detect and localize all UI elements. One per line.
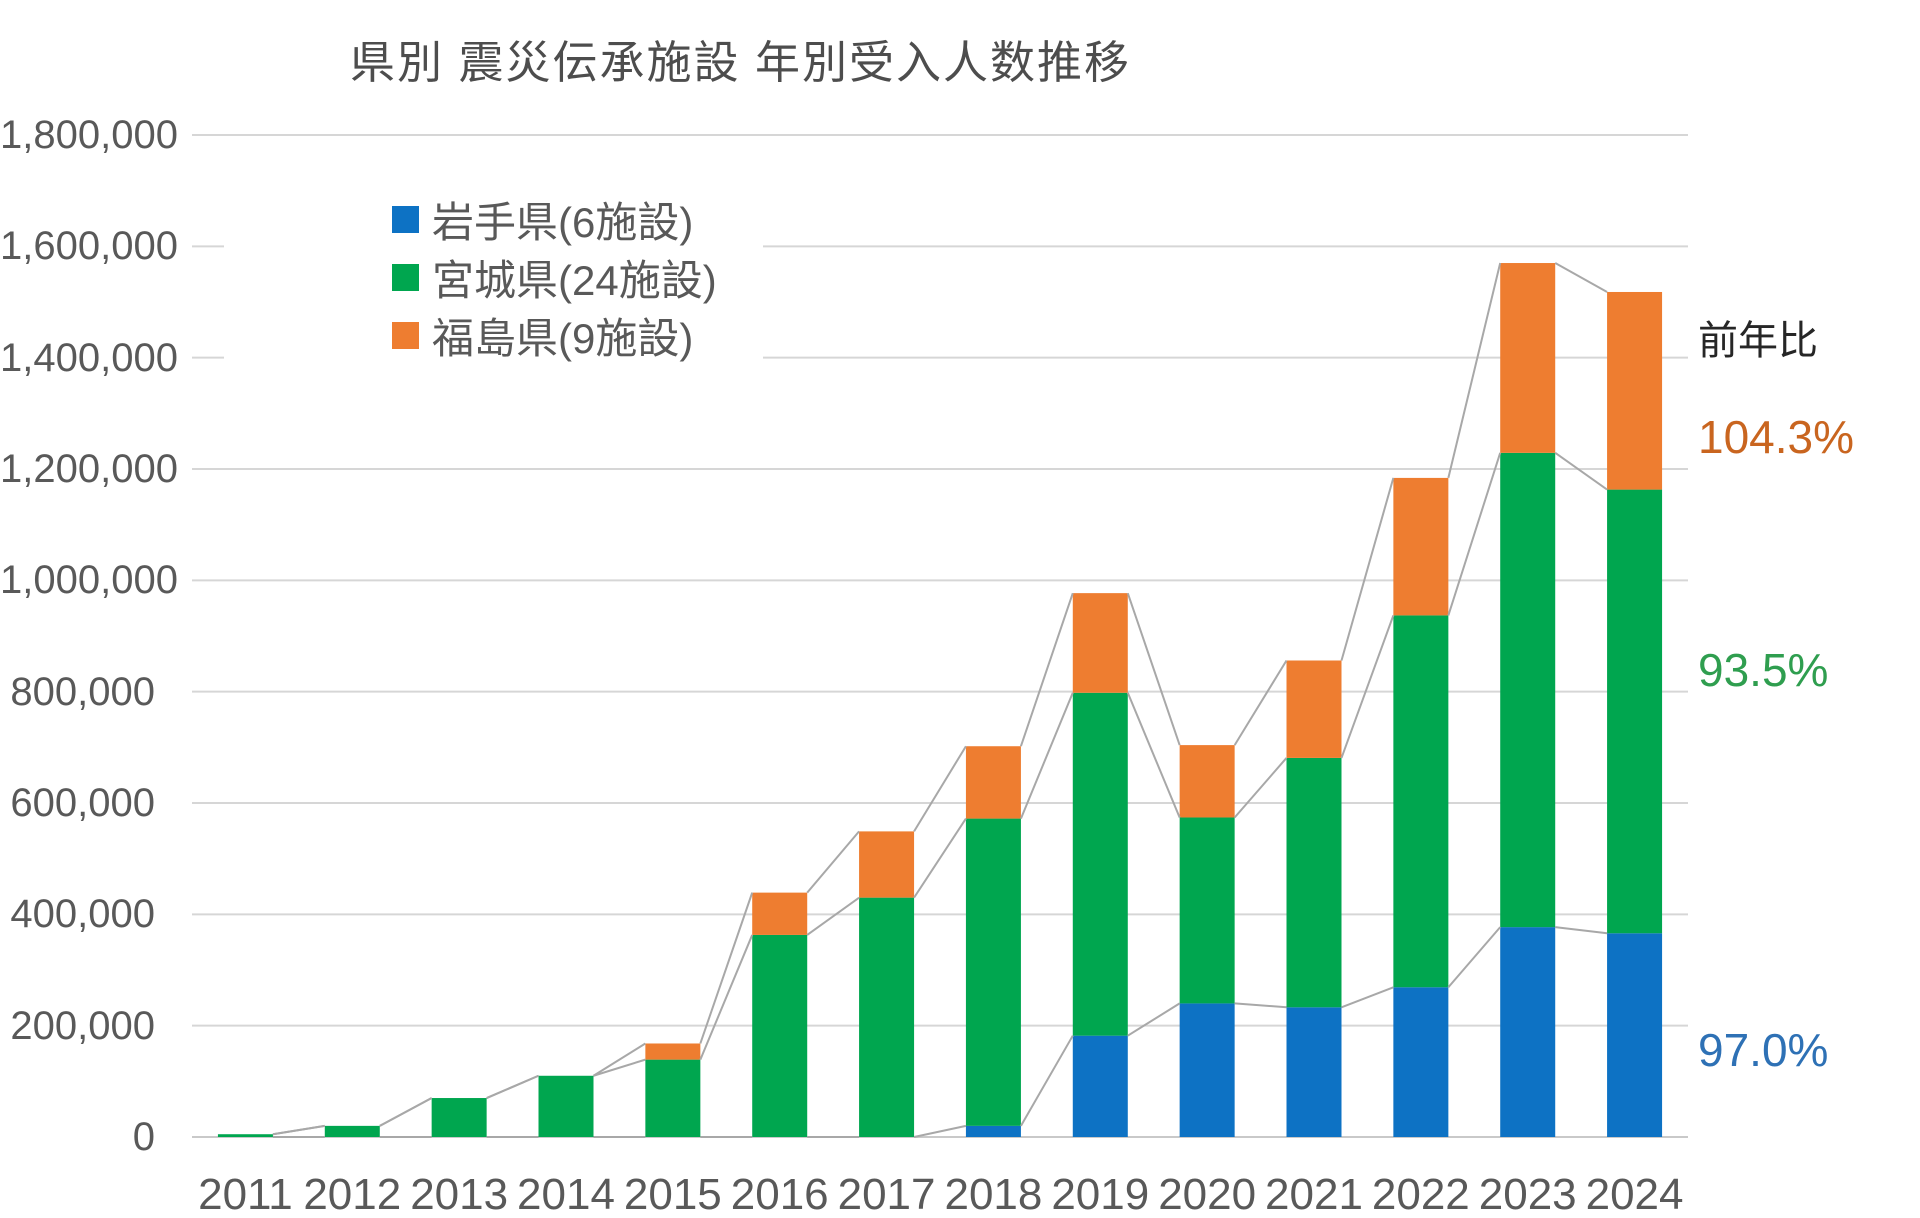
- x-axis-tick-label: 2023: [1478, 1170, 1577, 1218]
- bar-segment-福島県(9施設)-2021: [1286, 660, 1342, 758]
- y-axis-tick-label: 1,000,000: [0, 558, 178, 603]
- bar-segment-宮城県(24施設)-2016: [752, 934, 808, 1137]
- y-axis-tick-label: 1,200,000: [0, 447, 178, 491]
- bar-segment-宮城県(24施設)-2022: [1393, 615, 1449, 988]
- yoy-value-fukushima: 104.3%: [1698, 411, 1855, 463]
- x-axis-tick-label: 2022: [1371, 1170, 1470, 1218]
- y-axis-tick-label: 200,000: [10, 1003, 155, 1048]
- y-axis-tick-label: 1,800,000: [0, 113, 178, 157]
- bar-segment-宮城県(24施設)-2013: [431, 1098, 487, 1137]
- x-axis-tick-label: 2012: [303, 1170, 402, 1218]
- legend: 岩手県(6施設) 宮城県(24施設) 福島県(9施設): [224, 184, 763, 370]
- bar-segment-福島県(9施設)-2024: [1607, 291, 1663, 490]
- bar-segment-岩手県(6施設)-2023: [1500, 927, 1556, 1137]
- bar-segment-福島県(9施設)-2022: [1393, 477, 1449, 616]
- x-axis-tick-label: 2014: [517, 1170, 615, 1218]
- legend-label-fukushima: 福島県(9施設): [432, 314, 694, 362]
- yoy-heading: 前年比: [1698, 319, 1818, 363]
- x-axis-tick-label: 2024: [1585, 1170, 1684, 1218]
- bar-segment-岩手県(6施設)-2021: [1286, 1007, 1342, 1137]
- bar-segment-福島県(9施設)-2016: [752, 892, 808, 935]
- series-line-岩手県(6施設): [272, 926, 1608, 1138]
- y-axis-tick-label: 1,400,000: [0, 335, 178, 380]
- legend-swatch-iwate-icon: [392, 205, 419, 233]
- bar-segment-宮城県(24施設)-2015: [645, 1059, 701, 1137]
- bar-segment-宮城県(24施設)-2023: [1500, 452, 1556, 928]
- legend-label-iwate: 岩手県(6施設): [432, 198, 694, 246]
- bar-segment-岩手県(6施設)-2022: [1393, 987, 1449, 1137]
- bar-segment-宮城県(24施設)-2024: [1607, 489, 1663, 934]
- legend-item-iwate: 岩手県(6施設): [392, 190, 717, 248]
- bar-segment-福島県(9施設)-2018: [965, 746, 1021, 819]
- x-axis-tick-label: 2013: [410, 1170, 509, 1218]
- x-axis-tick-label: 2015: [623, 1170, 722, 1218]
- x-axis-tick-label: 2017: [837, 1170, 936, 1218]
- bar-segment-岩手県(6施設)-2024: [1607, 933, 1663, 1137]
- x-axis-tick-label: 2016: [730, 1170, 829, 1218]
- yoy-value-miyagi: 93.5%: [1698, 644, 1829, 696]
- bar-segment-岩手県(6施設)-2019: [1072, 1035, 1128, 1137]
- legend-item-miyagi: 宮城県(24施設): [392, 248, 717, 306]
- x-axis-tick-label: 2019: [1051, 1170, 1150, 1218]
- legend-label-miyagi: 宮城県(24施設): [432, 256, 717, 304]
- y-axis-tick-label: 400,000: [10, 892, 155, 937]
- x-axis-tick-label: 2011: [198, 1170, 293, 1218]
- bar-segment-岩手県(6施設)-2020: [1179, 1003, 1235, 1137]
- chart-title: 県別 震災伝承施設 年別受入人数推移: [350, 37, 1132, 88]
- y-axis-tick-label: 0: [132, 1115, 155, 1159]
- legend-item-fukushima: 福島県(9施設): [392, 306, 717, 364]
- bar-segment-宮城県(24施設)-2020: [1179, 817, 1235, 1004]
- bar-segment-福島県(9施設)-2015: [645, 1043, 701, 1060]
- bar-segment-宮城県(24施設)-2012: [324, 1125, 380, 1137]
- x-axis-tick-label: 2021: [1265, 1170, 1363, 1218]
- bar-segment-福島県(9施設)-2020: [1179, 745, 1235, 818]
- bar-segment-宮城県(24施設)-2019: [1072, 692, 1128, 1036]
- y-axis-tick-label: 600,000: [10, 781, 155, 825]
- y-axis-tick-label: 1,600,000: [0, 224, 178, 269]
- x-axis-tick-label: 2018: [944, 1170, 1043, 1218]
- bar-segment-宮城県(24施設)-2021: [1286, 757, 1342, 1008]
- series-line-福島県(9施設): [272, 262, 1608, 1136]
- yoy-value-iwate: 97.0%: [1698, 1024, 1829, 1076]
- x-axis-tick-label: 2020: [1158, 1170, 1257, 1218]
- bar-segment-福島県(9施設)-2017: [859, 831, 915, 898]
- legend-swatch-miyagi-icon: [392, 263, 419, 291]
- bar-segment-宮城県(24施設)-2014: [538, 1075, 594, 1137]
- bar-segment-岩手県(6施設)-2018: [965, 1125, 1021, 1137]
- bar-segment-宮城県(24施設)-2018: [965, 818, 1021, 1126]
- bar-segment-宮城県(24施設)-2017: [859, 897, 915, 1137]
- bar-segment-宮城県(24施設)-2011: [217, 1134, 273, 1137]
- bar-segment-福島県(9施設)-2023: [1500, 263, 1556, 453]
- legend-swatch-fukushima-icon: [392, 321, 419, 349]
- y-axis-tick-label: 800,000: [10, 669, 155, 714]
- bar-segment-福島県(9施設)-2019: [1072, 593, 1128, 693]
